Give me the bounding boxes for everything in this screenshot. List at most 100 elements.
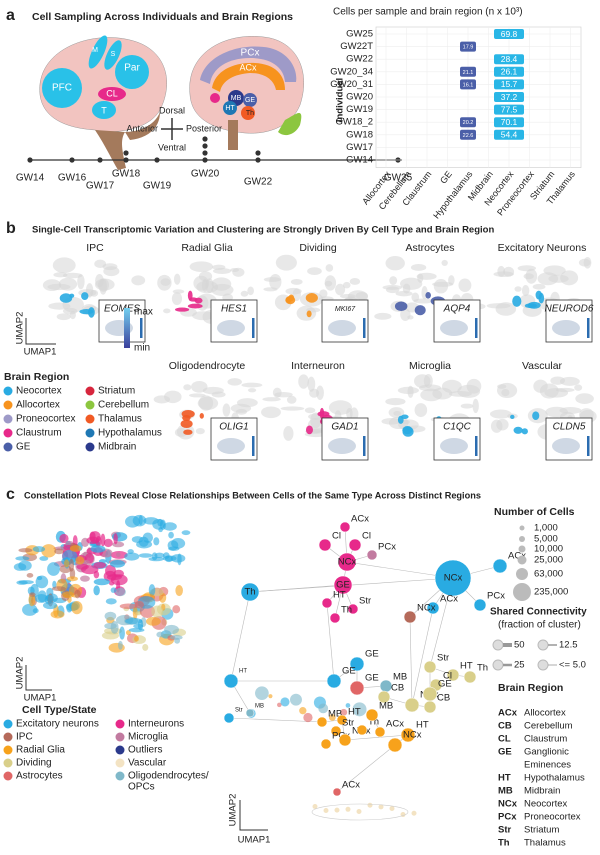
umap-cluster xyxy=(153,537,160,546)
umap-cluster xyxy=(156,631,165,638)
node xyxy=(473,598,487,612)
umap-cluster xyxy=(110,621,119,634)
region-name: Striatum xyxy=(524,825,559,836)
umap-cluster xyxy=(335,283,346,296)
umap-cluster xyxy=(58,277,78,291)
region-label: PFC xyxy=(52,83,72,94)
node-label: MB xyxy=(393,672,407,683)
umap-cluster xyxy=(146,616,161,626)
umap-cluster xyxy=(349,277,361,285)
node xyxy=(349,680,365,696)
connectivity-label: <= 5.0 xyxy=(559,660,586,671)
compass-label: Ventral xyxy=(158,142,186,152)
inset-colorbar xyxy=(252,436,255,456)
cell-type-label: Interneuron xyxy=(291,360,345,372)
dot-plot-title: Cells per sample and brain region (n x 1… xyxy=(333,7,523,18)
region-name: Midbrain xyxy=(524,786,560,797)
cell-type-label: Dividing xyxy=(299,242,337,254)
umap-cluster xyxy=(286,395,297,404)
medial-brain xyxy=(189,36,304,150)
size-label: 25,000 xyxy=(534,555,563,566)
cell-label: 69.8 xyxy=(501,29,518,39)
legend-label: IPC xyxy=(16,732,33,743)
cell-label: 17.9 xyxy=(463,45,474,51)
umap-cluster xyxy=(62,272,83,279)
node xyxy=(330,725,342,737)
legend-swatch xyxy=(115,745,125,755)
row-label: GW22T xyxy=(340,41,373,52)
node-label: GE xyxy=(336,580,350,591)
edge xyxy=(230,591,251,682)
node xyxy=(423,660,437,674)
region-abbr: NCx xyxy=(498,799,518,810)
row-label: GW19 xyxy=(346,104,373,115)
umap-panel xyxy=(42,257,146,321)
minor-node xyxy=(378,804,384,810)
node-label: MB xyxy=(255,704,264,710)
node xyxy=(223,712,235,724)
colorbar xyxy=(124,308,130,348)
minor-node xyxy=(277,702,282,708)
umap-cluster xyxy=(48,302,71,310)
umap-cluster xyxy=(222,403,231,417)
inset-colorbar xyxy=(475,318,478,338)
minor-node xyxy=(303,712,313,723)
umap-cluster xyxy=(93,578,110,586)
node-label: GE xyxy=(365,673,379,684)
legend-title: Cell Type/State xyxy=(22,704,97,716)
cell-box xyxy=(460,66,476,77)
axis-label: UMAP1 xyxy=(238,835,271,846)
connectivity-node xyxy=(492,659,504,671)
legend-swatch xyxy=(115,758,125,768)
legend-swatch xyxy=(115,719,125,729)
cell-type-label: Radial Glia xyxy=(181,242,233,254)
umap-cluster xyxy=(32,608,39,614)
node-label: NCx xyxy=(338,557,357,568)
minor-node xyxy=(255,686,269,701)
umap-cluster xyxy=(290,278,303,285)
timeline-label: GW20 xyxy=(191,169,220,180)
cell-box xyxy=(460,79,476,90)
node-label: PCx xyxy=(378,542,396,553)
edge xyxy=(249,584,344,593)
node-label: GE xyxy=(365,649,379,660)
umap-cluster xyxy=(410,264,427,271)
umap-cluster xyxy=(94,259,107,268)
connectivity-node xyxy=(492,639,504,651)
node xyxy=(321,597,333,609)
inset-colorbar xyxy=(363,318,366,338)
node-label: ACx xyxy=(508,551,526,562)
size-swatch xyxy=(517,555,527,565)
umap-cluster xyxy=(95,535,102,547)
plot-frame xyxy=(375,26,582,168)
umap-cluster xyxy=(42,601,58,610)
node xyxy=(333,575,353,595)
legend-title: Brain Region xyxy=(4,371,69,383)
umap-cluster xyxy=(275,254,297,271)
umap-highlight xyxy=(180,419,193,429)
umap-cluster xyxy=(173,273,181,285)
legend-label: Excitatory neurons xyxy=(16,719,99,730)
timeline-label: GW25 xyxy=(384,173,413,184)
legend-swatch xyxy=(3,758,13,768)
minor-node xyxy=(345,806,351,812)
legend-label: GE xyxy=(16,442,31,453)
column-label: GE xyxy=(438,169,454,185)
node xyxy=(348,538,362,552)
legend-swatch xyxy=(3,414,13,424)
legend-swatch xyxy=(3,442,13,452)
umap-cluster xyxy=(325,264,334,272)
umap-cluster xyxy=(283,426,294,441)
cell-type-label: Excitatory Neurons xyxy=(498,242,587,254)
node xyxy=(339,521,351,533)
umap-cluster xyxy=(285,287,302,295)
umap-highlight xyxy=(425,291,431,299)
umap-cluster xyxy=(64,559,70,568)
minor-node xyxy=(312,803,318,809)
umap-cluster xyxy=(142,532,153,543)
legend-swatch xyxy=(85,400,95,410)
axis-arrow xyxy=(25,665,52,691)
umap-cluster xyxy=(241,382,263,388)
node-label: Cl xyxy=(332,531,341,542)
